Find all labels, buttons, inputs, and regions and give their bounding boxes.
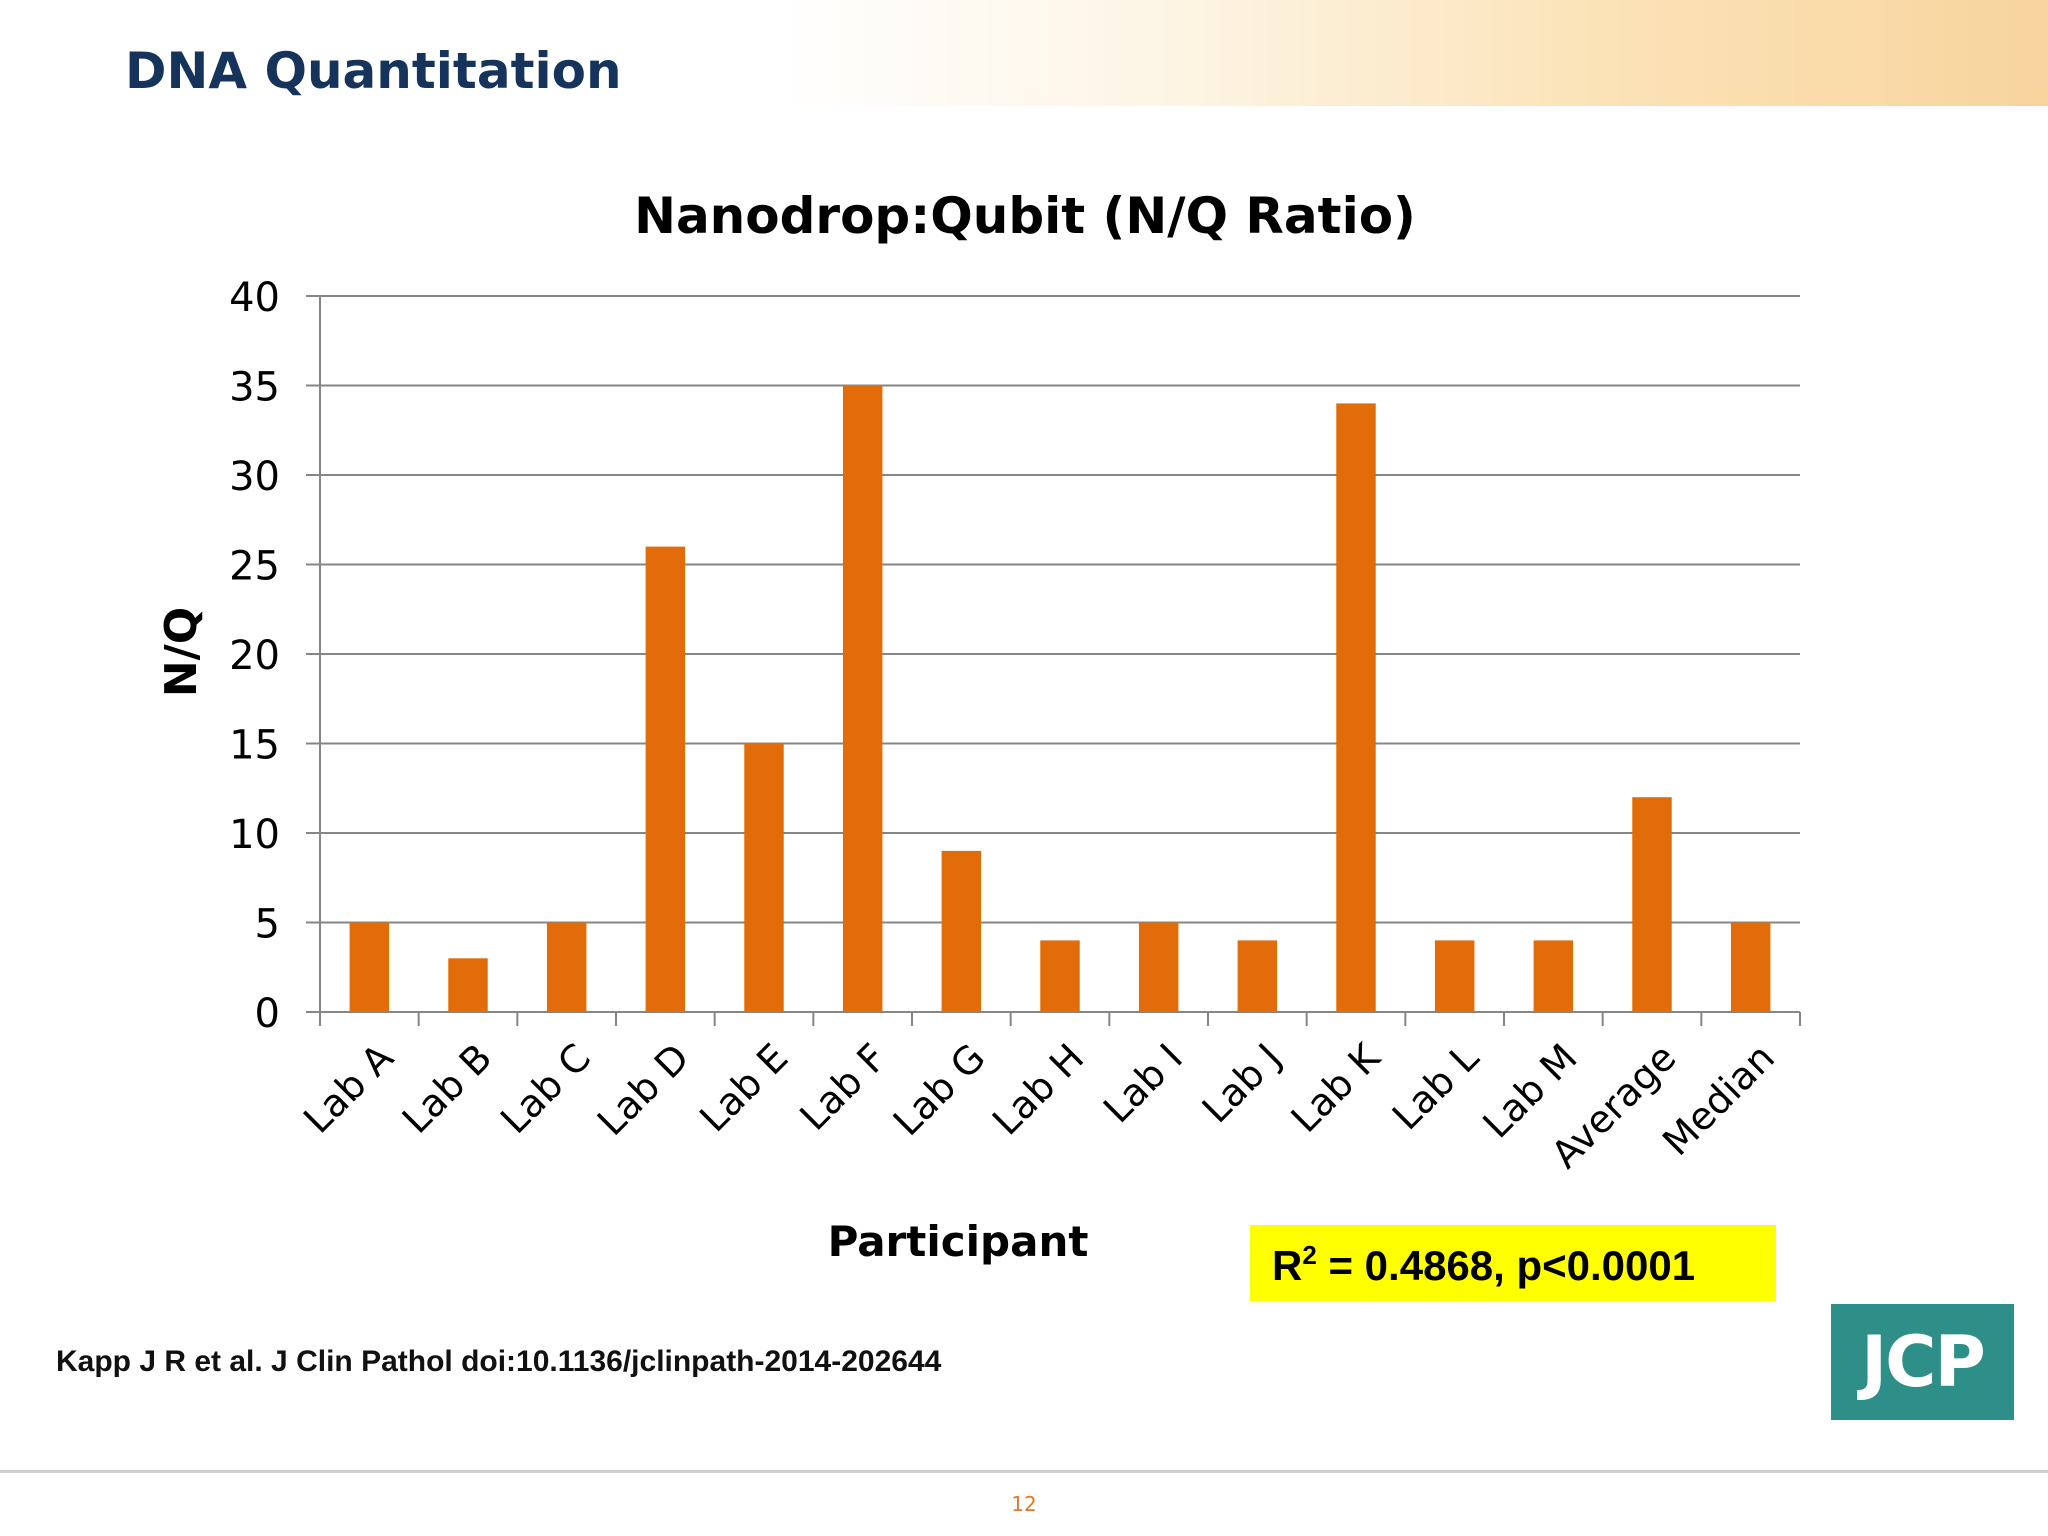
y-axis-label: N/Q (156, 607, 207, 697)
bar (744, 743, 784, 1012)
gridlines (320, 295, 1800, 924)
annotation-text: R2 = 0.4868, p<0.0001 (1272, 1240, 1695, 1289)
chart-title: Nanodrop:Qubit (N/Q Ratio) (634, 187, 1416, 245)
x-axis-label: Participant (828, 1217, 1089, 1266)
x-tick-label: Lab F (791, 1035, 895, 1139)
y-axis-ticks: 0 5 10 15 20 25 30 35 40 (229, 275, 320, 1037)
bar (448, 958, 488, 1012)
x-tick-label: Lab I (1095, 1035, 1191, 1131)
bar (546, 922, 587, 1012)
annotation-box (1250, 1225, 1776, 1301)
y-tick-label: 30 (229, 454, 280, 500)
y-tick-label: 15 (229, 723, 280, 769)
footer-rule (0, 1470, 2048, 1473)
x-tick-label: Lab L (1384, 1035, 1487, 1138)
y-tick-label: 5 (255, 902, 280, 948)
header-band (0, 0, 2048, 106)
bar (941, 850, 982, 1012)
bar-chart: Nanodrop:Qubit (N/Q Ratio) 0 5 10 15 20 25 30 3… (156, 187, 1801, 1301)
x-tick-label: Lab K (1283, 1034, 1390, 1141)
y-tick-label: 20 (229, 633, 280, 679)
bar (1237, 940, 1278, 1012)
bar (1040, 940, 1080, 1012)
bar (1533, 940, 1574, 1012)
x-tick-label: Median (1654, 1035, 1783, 1164)
x-tick-label: Lab J (1194, 1035, 1290, 1131)
y-tick-label: 0 (255, 991, 280, 1037)
bar (842, 385, 883, 1012)
y-tick-label: 40 (229, 275, 280, 321)
slide-title: DNA Quantitation (125, 42, 622, 100)
bar (1434, 940, 1475, 1012)
bar (349, 922, 390, 1012)
x-tick-label: Lab G (885, 1035, 994, 1144)
x-tick-label: Lab A (295, 1035, 402, 1142)
annotation-prefix: R (1272, 1242, 1302, 1289)
jcp-logo: JCP (1831, 1304, 2014, 1420)
bar (1730, 922, 1771, 1012)
axes (319, 296, 1800, 1013)
x-tick-label: Lab H (984, 1035, 1092, 1143)
x-tick-label: Lab D (589, 1035, 698, 1144)
x-tick-label: Lab C (492, 1035, 599, 1142)
page-number: 12 (1011, 1492, 1037, 1516)
annotation-rest: = 0.4868, p<0.0001 (1317, 1242, 1695, 1289)
annotation-sup: 2 (1302, 1240, 1316, 1270)
bar (645, 546, 686, 1012)
y-tick-label: 10 (229, 812, 280, 858)
y-tick-label: 25 (229, 544, 280, 590)
x-tick-label: Lab E (691, 1035, 796, 1140)
y-tick-label: 35 (229, 365, 280, 411)
bar (1336, 403, 1376, 1012)
x-tick-label: Lab B (394, 1035, 501, 1142)
bars (349, 385, 1771, 1012)
bar (1138, 922, 1179, 1012)
citation: Kapp J R et al. J Clin Pathol doi:10.113… (56, 1345, 942, 1378)
bar (1632, 797, 1672, 1012)
